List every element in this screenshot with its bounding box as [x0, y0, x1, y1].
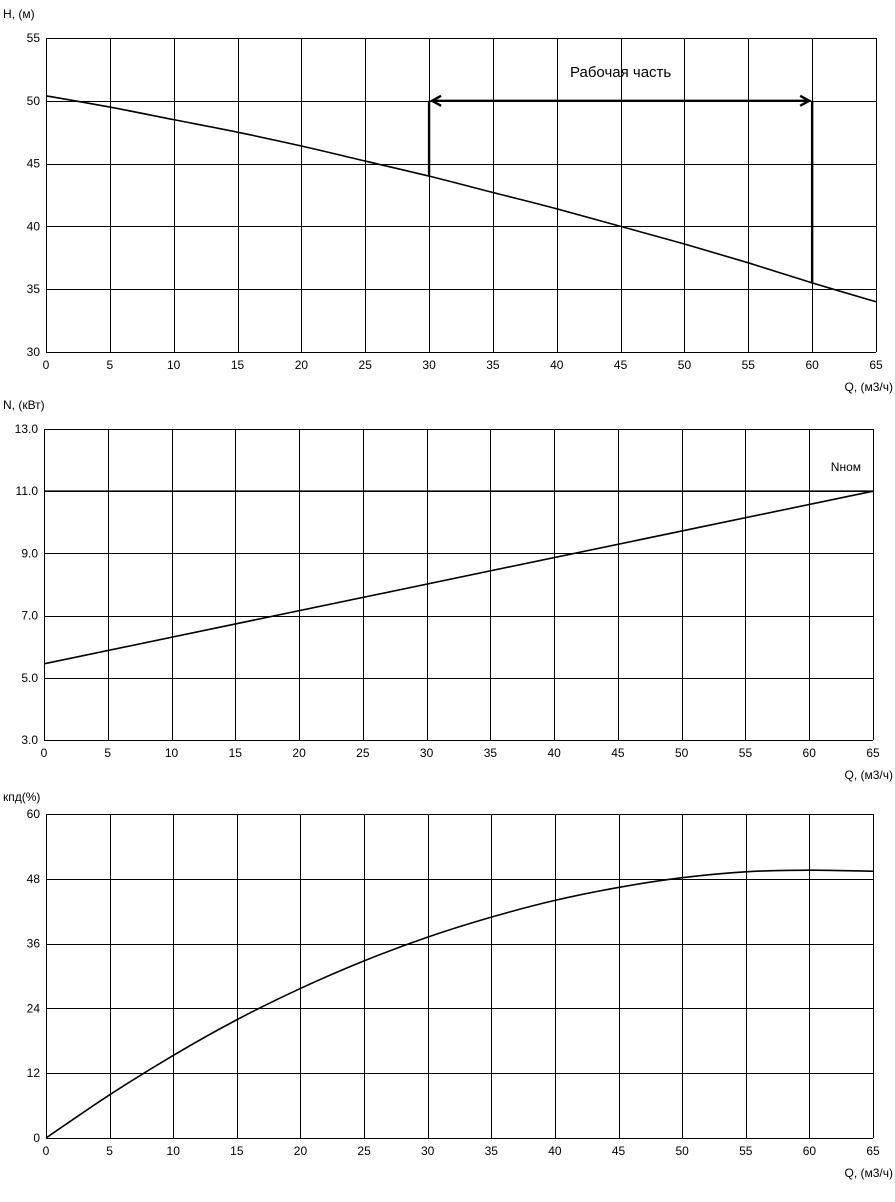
y-axis-label: кпд(%) [3, 790, 40, 804]
x-tick-label: 0 [41, 746, 48, 760]
x-tick-label: 10 [167, 358, 181, 372]
x-tick-label: 0 [43, 358, 50, 372]
x-tick-label: 25 [356, 746, 370, 760]
x-axis-label: Q, (м3/ч) [844, 768, 893, 782]
series-label: Nном [831, 460, 861, 474]
x-tick-label: 30 [422, 358, 436, 372]
efficiency-chart: 0 5 10 15 20 25 30 35 40 45 50 55 60 65 0 12 24 36 48 60 кпд… [3, 790, 893, 1180]
y-axis-label: N, (кВт) [3, 398, 45, 412]
x-tick-label: 50 [675, 746, 689, 760]
y-tick-label: 3.0 [21, 733, 38, 747]
x-tick-label: 50 [678, 358, 692, 372]
x-tick-label: 65 [869, 358, 883, 372]
x-tick-label: 60 [803, 746, 817, 760]
x-tick-label: 15 [230, 1144, 244, 1158]
x-axis-label: Q, (м3/ч) [844, 1166, 893, 1180]
x-tick-label: 0 [43, 1144, 50, 1158]
y-tick-label: 40 [27, 219, 41, 233]
x-tick-label: 35 [484, 746, 498, 760]
n-chart: 0 5 10 15 20 25 30 35 40 45 50 55 60 65 3.0 5.0 7.0 9.0 11… [3, 398, 893, 782]
x-tick-label: 45 [614, 358, 628, 372]
x-tick-label: 5 [107, 358, 114, 372]
x-tick-label: 25 [357, 1144, 371, 1158]
x-tick-label: 55 [739, 746, 753, 760]
y-tick-label: 24 [27, 1001, 41, 1015]
x-tick-label: 40 [548, 1144, 562, 1158]
x-tick-label: 25 [359, 358, 373, 372]
y-tick-label: 36 [27, 937, 41, 951]
x-tick-label: 10 [167, 1144, 181, 1158]
y-tick-label: 5.0 [21, 671, 38, 685]
x-tick-label: 45 [612, 1144, 626, 1158]
y-tick-label: 12 [27, 1066, 41, 1080]
x-tick-label: 40 [550, 358, 564, 372]
y-tick-label: 9.0 [21, 546, 38, 560]
x-tick-label: 55 [739, 1144, 753, 1158]
x-tick-label: 60 [805, 358, 819, 372]
y-tick-label: 48 [27, 872, 41, 886]
x-tick-label: 35 [485, 1144, 499, 1158]
arrowhead-left-icon [429, 94, 442, 107]
x-tick-label: 15 [231, 358, 245, 372]
h-chart: 0 5 10 15 20 25 30 35 40 45 50 55 60 65 30 35 40 45 50 55 H,… [3, 7, 893, 394]
x-tick-label: 20 [294, 1144, 308, 1158]
y-axis-label: H, (м) [3, 7, 35, 21]
x-tick-label: 55 [742, 358, 756, 372]
arrowhead-right-icon [799, 94, 812, 107]
y-tick-label: 60 [27, 807, 41, 821]
x-tick-label: 5 [106, 1144, 113, 1158]
x-tick-label: 65 [866, 746, 880, 760]
range-label: Рабочая часть [570, 64, 671, 81]
y-tick-label: 0 [33, 1131, 40, 1145]
y-tick-label: 50 [27, 94, 41, 108]
x-tick-label: 60 [803, 1144, 817, 1158]
y-tick-label: 13.0 [15, 422, 39, 436]
x-tick-label: 20 [292, 746, 306, 760]
x-tick-label: 50 [675, 1144, 689, 1158]
y-tick-label: 11.0 [16, 484, 39, 498]
x-tick-label: 5 [104, 746, 111, 760]
x-axis-label: Q, (м3/ч) [844, 380, 893, 394]
x-tick-label: 30 [421, 1144, 435, 1158]
x-tick-label: 65 [866, 1144, 880, 1158]
x-tick-label: 35 [486, 358, 500, 372]
x-tick-label: 30 [420, 746, 434, 760]
x-tick-label: 45 [611, 746, 625, 760]
efficiency-curve [45, 869, 874, 1139]
x-tick-label: 10 [165, 746, 179, 760]
h-curve [45, 94, 877, 303]
y-tick-label: 45 [27, 157, 41, 171]
x-tick-label: 40 [547, 746, 561, 760]
x-tick-label: 15 [229, 746, 243, 760]
y-tick-label: 7.0 [21, 609, 38, 623]
x-tick-label: 20 [295, 358, 309, 372]
y-tick-label: 55 [27, 31, 41, 45]
n-curve [43, 490, 874, 665]
y-tick-label: 35 [27, 282, 41, 296]
y-tick-label: 30 [27, 345, 41, 359]
